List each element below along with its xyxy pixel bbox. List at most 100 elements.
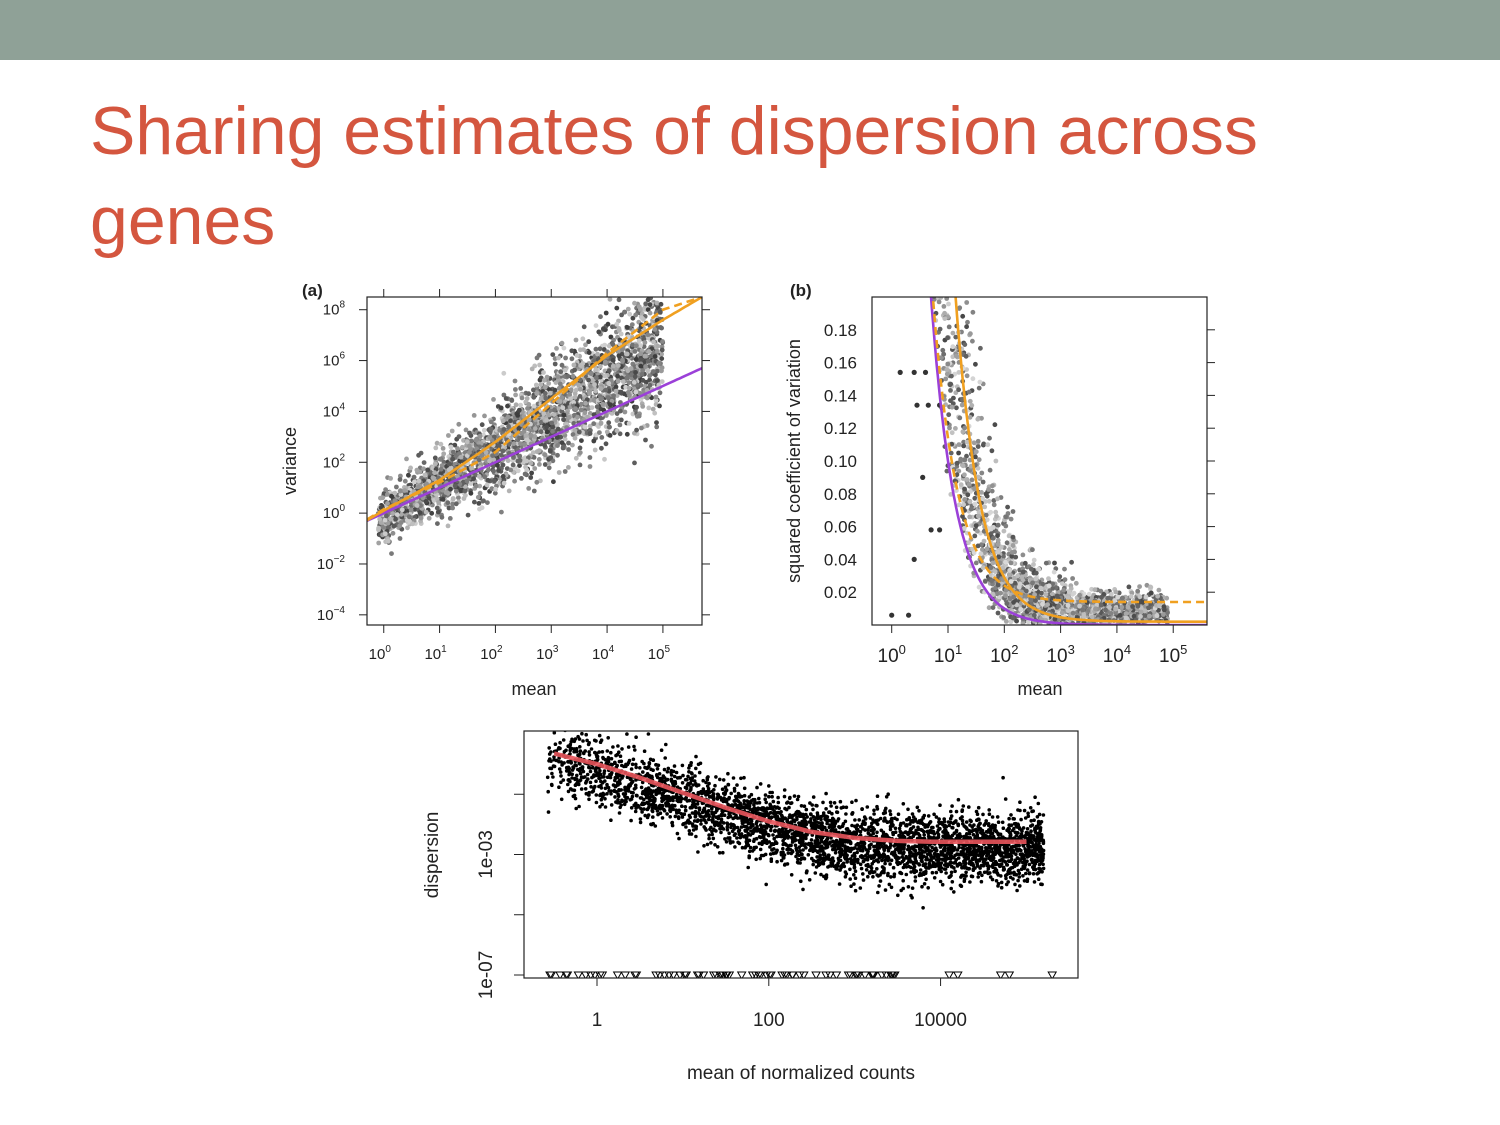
data-point: [1001, 554, 1006, 559]
data-point: [613, 388, 619, 394]
data-point: [1008, 516, 1014, 522]
data-point: [1014, 618, 1019, 624]
data-point: [935, 65, 940, 70]
data-point: [385, 538, 391, 544]
data-point: [614, 393, 620, 398]
data-point: [513, 387, 518, 392]
data-point: [935, 227, 940, 232]
data-point: [958, 150, 963, 155]
data-point: [517, 435, 522, 441]
data-point: [639, 372, 645, 377]
data-point: [1020, 621, 1026, 625]
data-point: [529, 366, 535, 372]
data-point: [960, 288, 965, 293]
series-line: [367, 297, 702, 521]
data-point: [547, 448, 553, 454]
data-point: [1005, 511, 1011, 516]
data-point: [634, 343, 639, 349]
data-point: [984, 493, 990, 499]
data-point: [538, 429, 544, 435]
data-point: [606, 380, 612, 386]
data-point: [632, 374, 638, 380]
data-point: [629, 322, 635, 327]
data-point: [561, 412, 567, 418]
data-point: [473, 483, 479, 489]
data-point: [402, 478, 408, 484]
data-point: [624, 351, 630, 357]
x-tick-label: 103: [1046, 642, 1074, 667]
data-point: [638, 343, 643, 348]
data-point: [511, 441, 517, 446]
data-point: [955, 26, 960, 31]
data-point: [402, 488, 408, 493]
data-point: [388, 516, 394, 522]
data-point: [605, 395, 611, 400]
data-point: [956, 502, 962, 508]
data-point: [918, 59, 923, 64]
data-point: [964, 453, 969, 459]
data-point: [638, 351, 644, 357]
data-point: [638, 363, 644, 369]
data-point: [986, 605, 992, 611]
data-point: [969, 546, 975, 552]
data-point: [655, 343, 661, 349]
data-point: [534, 479, 540, 485]
data-point: [1001, 528, 1007, 534]
data-point: [938, 149, 943, 154]
data-point: [944, 367, 950, 373]
data-point: [971, 440, 977, 446]
data-point: [572, 391, 578, 396]
data-point: [476, 457, 482, 463]
data-point: [445, 523, 451, 529]
data-point: [595, 351, 600, 357]
data-point: [972, 501, 978, 507]
data-point: [946, 324, 952, 330]
data-point: [600, 401, 606, 407]
data-point: [492, 434, 497, 440]
y-tick-label: 0.10: [824, 452, 857, 471]
data-point: [483, 449, 489, 455]
data-point: [975, 543, 981, 549]
data-point: [617, 431, 623, 437]
data-point: [1147, 613, 1152, 619]
data-point: [445, 500, 451, 506]
data-point: [659, 368, 664, 374]
x-tick-label: 102: [480, 644, 503, 663]
data-point: [597, 346, 603, 352]
data-point: [513, 392, 518, 398]
data-point: [1107, 604, 1112, 610]
data-point: [562, 367, 568, 373]
y-tick-label: 0.14: [824, 386, 857, 405]
data-point: [473, 437, 479, 443]
data-point: [969, 477, 975, 483]
data-point: [1052, 616, 1058, 622]
data-point: [386, 525, 391, 530]
data-point: [983, 512, 989, 518]
data-point: [930, 175, 935, 180]
data-point: [973, 560, 979, 566]
data-point: [448, 444, 454, 450]
data-point: [975, 513, 981, 519]
data-point: [633, 356, 639, 362]
data-point: [627, 311, 633, 317]
data-point: [1050, 586, 1056, 591]
data-point: [530, 450, 536, 455]
data-point: [640, 368, 645, 374]
data-point: [568, 395, 574, 401]
data-point: [939, 355, 944, 360]
data-point: [630, 342, 635, 348]
data-point: [626, 385, 632, 391]
data-point: [608, 334, 614, 340]
data-point: [572, 435, 578, 441]
data-point: [546, 381, 552, 386]
data-point: [382, 517, 388, 523]
data-point: [966, 540, 971, 546]
data-point: [1000, 565, 1006, 571]
data-point: [1119, 604, 1125, 610]
data-point: [569, 356, 575, 362]
data-point: [951, 252, 956, 257]
data-point: [976, 385, 982, 391]
data-point: [432, 461, 438, 467]
data-point: [421, 460, 427, 465]
data-point: [1030, 547, 1035, 553]
